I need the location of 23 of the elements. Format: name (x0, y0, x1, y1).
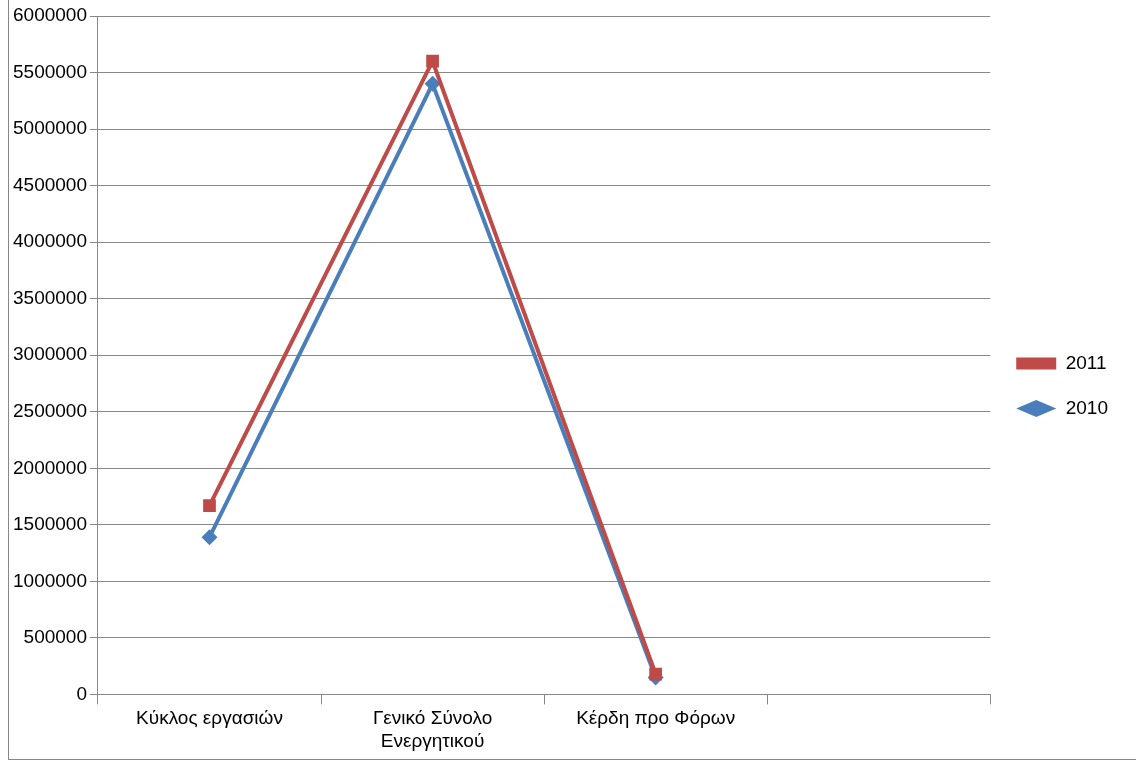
y-tick-label: 6000000 (13, 4, 87, 26)
point (649, 667, 662, 681)
x-tick-label: Γενικό Σύνολο Ενεργητικού (372, 707, 493, 751)
legend-label: 2011 (1065, 351, 1107, 373)
point (424, 75, 441, 92)
y-tick-label: 5000000 (13, 117, 87, 139)
point (201, 529, 218, 546)
y-tick-label: 500000 (23, 626, 87, 648)
y-tick-label: 4500000 (13, 173, 87, 195)
y-tick-label: 3500000 (13, 286, 87, 308)
y-tick-label: 2000000 (13, 456, 87, 478)
legend-label: 2010 (1065, 396, 1109, 418)
x-tick-label: Κύκλος εργασιών (136, 707, 283, 729)
y-tick-label: 5500000 (13, 60, 87, 82)
y-tick-label: 1500000 (13, 513, 87, 535)
y-tick-label: 0 (76, 682, 87, 704)
y-tick-label: 2500000 (13, 399, 87, 421)
y-tick-label: 4000000 (13, 230, 87, 252)
y-tick-label: 3000000 (13, 343, 87, 365)
y-tick-label: 1000000 (13, 569, 87, 591)
x-tick-label: Κέρδη προ Φόρων (576, 707, 736, 729)
point (426, 54, 439, 68)
point (203, 499, 216, 512)
